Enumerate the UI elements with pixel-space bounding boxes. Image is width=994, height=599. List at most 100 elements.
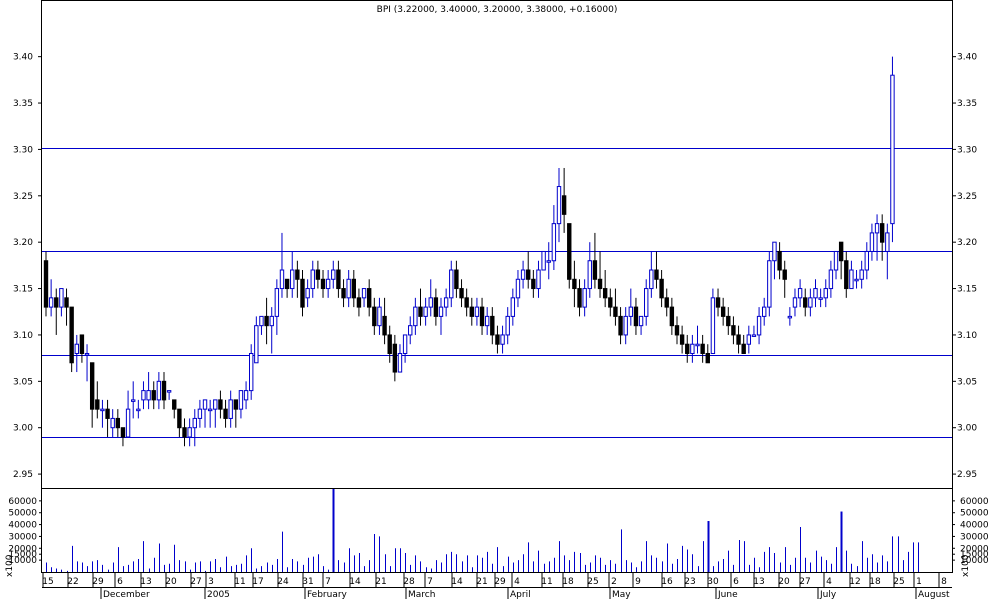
candle: [361, 288, 367, 308]
x-tick-label: 21: [476, 577, 487, 587]
x-tick-label: 9: [635, 577, 641, 587]
volume-series: [46, 489, 919, 572]
candle: [79, 334, 85, 363]
candle: [710, 288, 716, 354]
month-label: 2005: [207, 590, 230, 599]
candle-body-up: [423, 306, 428, 317]
candle-body-up: [377, 306, 382, 327]
candle: [695, 325, 700, 354]
candle: [546, 242, 551, 280]
candle: [469, 297, 474, 326]
candle-body-down: [731, 325, 736, 336]
candle: [223, 399, 228, 428]
candle: [792, 288, 798, 317]
candle-body-up: [828, 269, 834, 290]
x-tick-label: 4: [826, 577, 832, 587]
candle-body-down: [720, 306, 726, 317]
volume-tick-label: 60000: [960, 497, 989, 507]
volume-tick-label: 10000: [960, 556, 989, 566]
candle: [505, 307, 510, 345]
candle-body-down: [387, 334, 392, 354]
chart-title: BPI (3.22000, 3.40000, 3.20000, 3.38000,…: [377, 5, 618, 15]
x-tick-label: 31: [302, 577, 313, 587]
candle: [484, 307, 490, 335]
candle: [264, 297, 269, 345]
candle: [100, 399, 105, 428]
candle: [731, 316, 736, 345]
volume-tick-label: 10000: [8, 556, 37, 566]
candle: [849, 260, 854, 290]
candle-body-up: [500, 334, 505, 345]
candle: [515, 270, 521, 308]
candle-body-down: [782, 269, 787, 280]
candle-body-up: [131, 399, 136, 402]
candle-body-up: [772, 241, 777, 262]
candle-body-down: [705, 352, 710, 364]
candle-body-up: [305, 288, 310, 299]
candle: [295, 260, 300, 298]
y-tick-label: 2.95: [957, 470, 977, 480]
candle: [726, 307, 731, 335]
candle-body-down: [567, 223, 572, 280]
x-tick-label: 22: [67, 577, 78, 587]
candle-body-up: [202, 399, 208, 410]
candle: [279, 232, 285, 298]
candle-body-up: [587, 260, 592, 290]
x-tick-label: 20: [778, 577, 790, 587]
candle-body-up: [269, 315, 274, 327]
candle-body-up: [192, 417, 197, 429]
candle-body-down: [418, 306, 423, 317]
volume-tick-label: 20000: [960, 544, 989, 554]
candle: [177, 408, 182, 437]
candle-body-up: [279, 269, 285, 290]
candle: [459, 279, 464, 308]
candle-body-up: [156, 380, 162, 401]
y-tick-label: 3.40: [13, 53, 33, 63]
candle-body-down: [597, 278, 603, 290]
candle: [613, 288, 618, 326]
candle: [315, 260, 321, 289]
candle-body-down: [295, 269, 300, 280]
candle: [346, 270, 351, 308]
candle: [382, 297, 387, 345]
candle-body-up: [310, 269, 315, 290]
candle: [741, 334, 746, 354]
candle: [249, 344, 254, 400]
candle-body-up: [818, 297, 823, 300]
candle-body-up: [243, 390, 249, 401]
candle-body-up: [695, 343, 700, 347]
candle-body-up: [290, 269, 295, 290]
candle-body-up: [690, 343, 695, 354]
candle-body-up: [84, 352, 90, 356]
candle: [54, 288, 59, 335]
candle-body-up: [428, 297, 433, 308]
candle-body-up: [443, 297, 449, 308]
candle-body-up: [859, 269, 864, 280]
candle: [387, 325, 392, 363]
candle-body-up: [249, 352, 254, 392]
candle-body-down: [351, 278, 357, 299]
month-label: April: [510, 590, 531, 599]
candle-body-down: [433, 297, 439, 317]
candle: [115, 409, 121, 437]
candle: [172, 399, 177, 419]
candle: [700, 334, 705, 363]
candle: [762, 297, 767, 326]
volume-tick-label: 15000: [960, 550, 989, 560]
x-tick-label: 13: [140, 577, 151, 587]
x-tick-label: 3: [208, 577, 214, 587]
x-tick-label: 18: [869, 577, 881, 587]
candle-body-down: [64, 297, 69, 308]
candle: [48, 279, 54, 317]
x-tick-label: 15: [42, 577, 53, 587]
candle-body-down: [654, 269, 659, 280]
candle-body-up: [787, 315, 793, 319]
candle: [495, 325, 500, 354]
candle-body-up: [813, 288, 818, 299]
candle: [300, 270, 305, 317]
candle-body-down: [177, 408, 182, 429]
volume-tick-label: 30000: [960, 532, 989, 542]
candle: [418, 288, 423, 326]
x-tick-label: 7: [427, 577, 433, 587]
candle: [202, 399, 208, 428]
